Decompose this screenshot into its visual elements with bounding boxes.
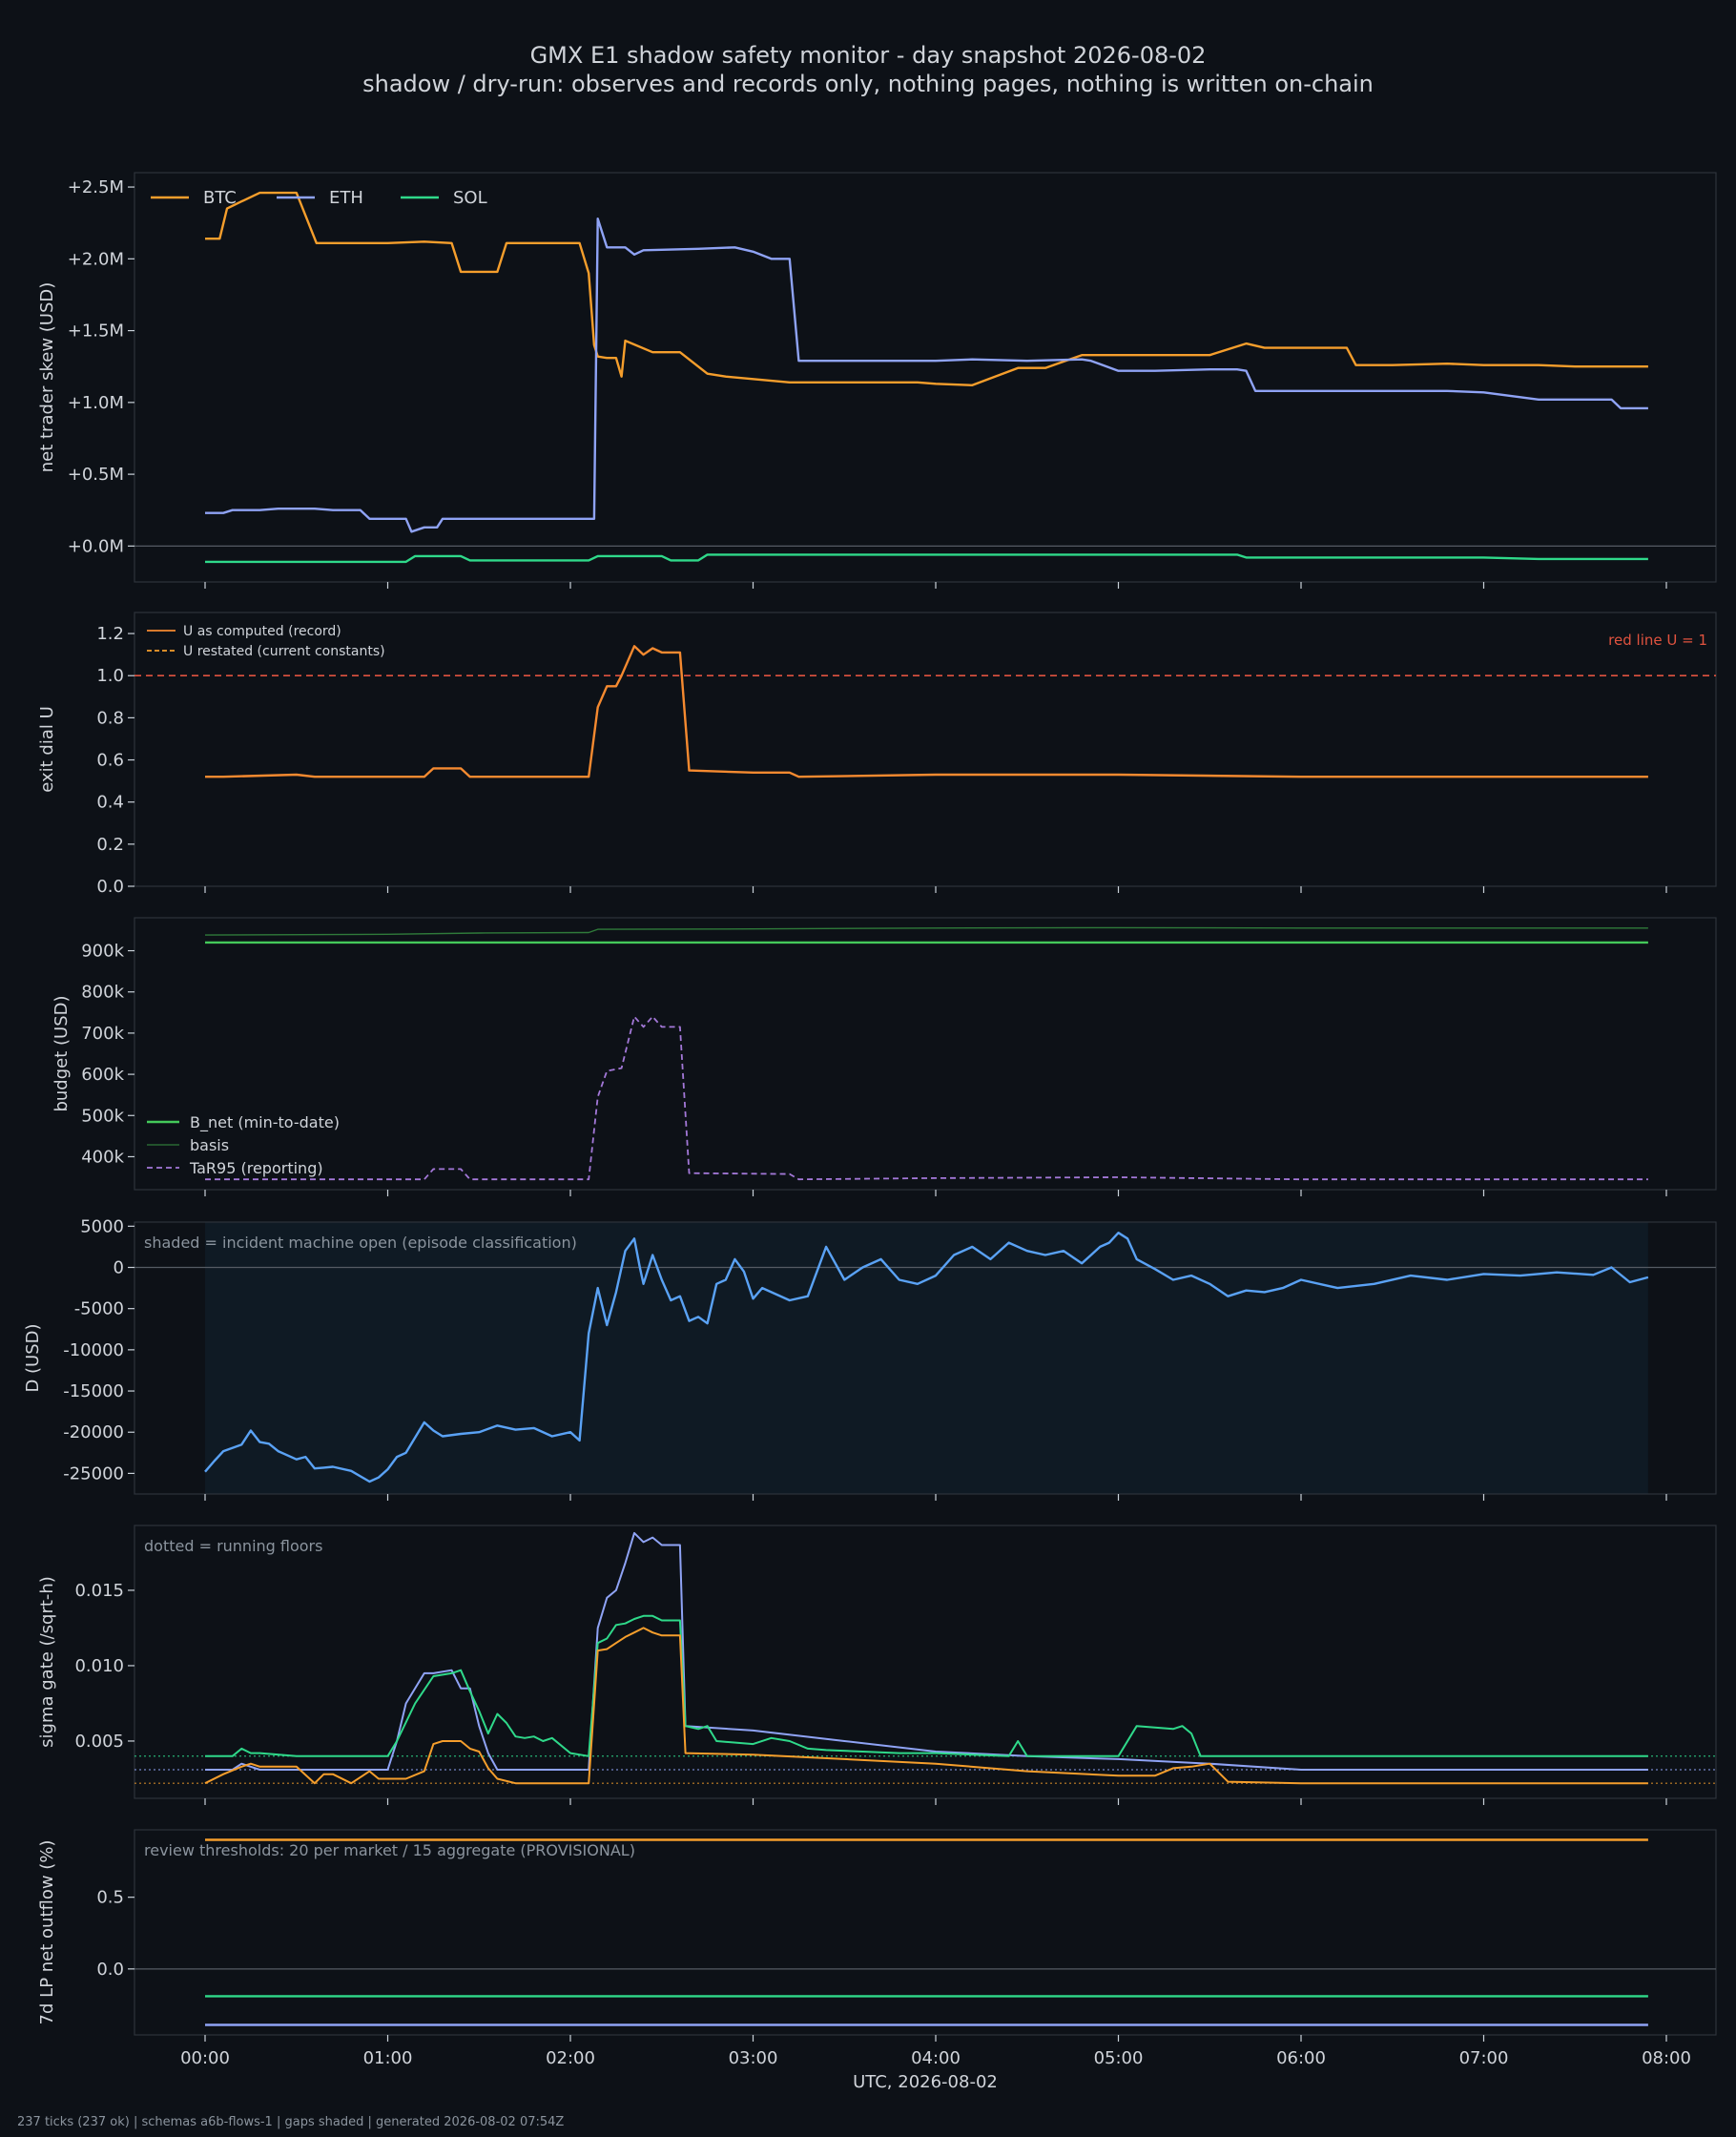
y-tick-label: 0.0 (96, 877, 124, 897)
x-tick-label: 02:00 (546, 2048, 595, 2068)
y-tick-label: -10000 (63, 1340, 124, 1360)
y-tick-label: +0.5M (68, 465, 124, 485)
chart-subtitle: shadow / dry-run: observes and records o… (362, 71, 1374, 97)
y-tick-label: +1.0M (68, 393, 124, 413)
y-tick-label: -25000 (63, 1463, 124, 1483)
y-axis-label: exit dial U (37, 706, 57, 793)
y-tick-label: 0.4 (96, 793, 124, 813)
panel-note: dotted = running floors (144, 1537, 322, 1555)
y-tick-label: +0.0M (68, 536, 124, 556)
series-line-u-as-computed-record- (205, 645, 1648, 778)
x-tick-label: 01:00 (363, 2048, 413, 2068)
x-tick-label: 04:00 (911, 2048, 961, 2068)
y-tick-label: +2.0M (68, 249, 124, 269)
panel-frame (134, 1525, 1717, 1799)
series-line-tar95-reporting- (205, 1015, 1648, 1181)
y-tick-label: 900k (81, 942, 124, 962)
series-line-basis (204, 926, 1648, 936)
legend-label: BTC (203, 188, 237, 208)
panel-frame (134, 1829, 1717, 2036)
y-axis-label: budget (USD) (52, 995, 72, 1111)
x-tick-label: 05:00 (1094, 2048, 1144, 2068)
series-line-5-3 (204, 1627, 1648, 1785)
incident-shade (205, 1222, 1648, 1494)
y-tick-label: 0 (114, 1258, 124, 1278)
y-tick-label: 1.0 (96, 666, 124, 686)
y-axis-label: sigma gate (/sqrt-h) (37, 1576, 57, 1748)
panel-5: 0.005 0.010 0.015 sigma gate (/sqrt-h) dotte… (37, 1525, 1717, 1805)
y-tick-label: -5000 (74, 1299, 124, 1319)
y-tick-label: 1.2 (96, 624, 124, 644)
y-tick-label: 0.005 (74, 1732, 124, 1752)
y-axis-label: D (USD) (23, 1323, 43, 1392)
legend-label: TaR95 (reporting) (189, 1159, 323, 1177)
x-tick-label: 08:00 (1642, 2048, 1691, 2068)
legend-label: U restated (current constants) (183, 644, 385, 659)
x-tick-label: 07:00 (1459, 2048, 1509, 2068)
red-line-label: red line U = 1 (1608, 632, 1707, 649)
panel-frame (134, 917, 1717, 1191)
y-tick-label: 0.2 (96, 835, 124, 855)
y-tick-label: 0.010 (74, 1656, 124, 1676)
x-tick-label: 06:00 (1276, 2048, 1326, 2068)
panel-frame (134, 612, 1717, 887)
y-tick-label: +1.5M (68, 322, 124, 342)
panels: +0.0M +0.5M +1.0M +1.5M +2.0M +2.5M net trader… (23, 172, 1717, 2068)
panel-6: 00:00 01:00 02:00 03:00 04:00 05:00 06:00 07:00… (37, 1829, 1717, 2068)
series-line-btc (205, 191, 1648, 386)
y-tick-label: +2.5M (68, 177, 124, 197)
y-tick-label: 5000 (80, 1216, 124, 1236)
y-tick-label: -20000 (63, 1422, 124, 1442)
series-line-sol (205, 553, 1648, 564)
y-tick-label: 0.0 (96, 1960, 124, 1980)
panel-note: review thresholds: 20 per market / 15 ag… (144, 1841, 635, 1859)
legend-label: SOL (453, 188, 487, 208)
x-axis-label: UTC, 2026-08-02 (853, 2072, 998, 2092)
series-line-eth (205, 218, 1648, 533)
y-tick-label: 0.015 (74, 1581, 124, 1601)
y-tick-label: 500k (81, 1106, 124, 1126)
panel-note: shaded = incident machine open (episode … (144, 1234, 577, 1252)
y-tick-label: -15000 (63, 1381, 124, 1401)
panel-frame (134, 1221, 1717, 1495)
panel-3: 400k 500k 600k 700k 800k 900k budget (USD) B_ne… (52, 917, 1717, 1196)
chart-title: GMX E1 shadow safety monitor - day snaps… (530, 42, 1207, 69)
series-line-4-1 (204, 1232, 1649, 1483)
panel-4: -25000 -20000 -15000 -10000 -5000 0 5000 D (USD… (23, 1216, 1717, 1501)
legend-label: basis (190, 1136, 229, 1154)
footer-status: 237 ticks (237 ok) | schemas a6b-flows-1… (17, 2115, 564, 2129)
legend-label: B_net (min-to-date) (190, 1113, 340, 1132)
y-tick-label: 800k (81, 983, 124, 1003)
x-tick-label: 00:00 (180, 2048, 230, 2068)
panel-2: 0.0 0.2 0.4 0.6 0.8 1.0 1.2 exit dial U red line… (37, 612, 1717, 897)
panel-frame (134, 172, 1717, 583)
y-tick-label: 0.8 (96, 708, 124, 728)
y-axis-label: 7d LP net outflow (%) (37, 1840, 57, 2025)
y-tick-label: 700k (81, 1024, 124, 1044)
series-line-5-1 (205, 1531, 1648, 1771)
legend-label: U as computed (record) (183, 624, 341, 639)
x-tick-label: 03:00 (729, 2048, 778, 2068)
y-tick-label: 0.6 (96, 751, 124, 771)
y-tick-label: 400k (81, 1147, 124, 1167)
series-line-5-2 (205, 1614, 1648, 1757)
panel-1: +0.0M +0.5M +1.0M +1.5M +2.0M +2.5M net trader… (37, 172, 1717, 589)
legend-label: ETH (329, 188, 363, 208)
y-tick-label: 0.5 (96, 1888, 124, 1908)
y-axis-label: net trader skew (USD) (37, 282, 57, 473)
y-tick-label: 600k (81, 1065, 124, 1085)
